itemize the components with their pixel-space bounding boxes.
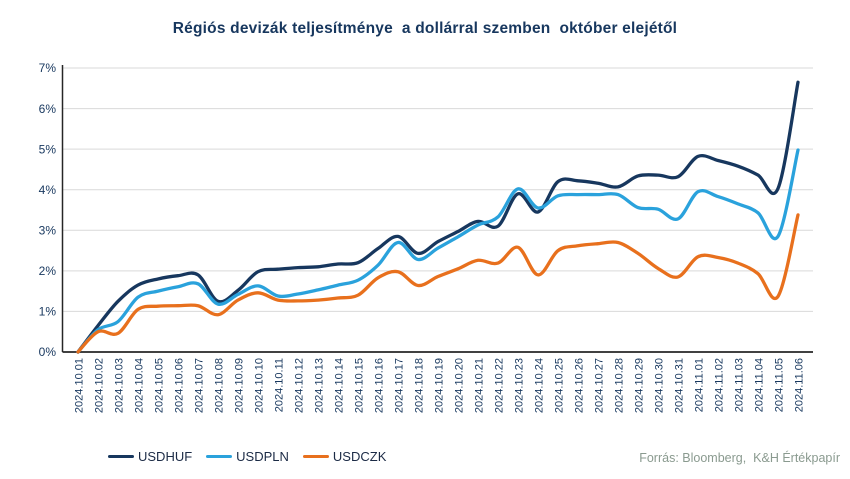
svg-text:1%: 1% [39, 305, 57, 319]
svg-text:2024.10.27: 2024.10.27 [594, 358, 606, 413]
svg-text:2024.11.06: 2024.11.06 [794, 358, 806, 412]
svg-text:2024.11.05: 2024.11.05 [774, 358, 786, 412]
svg-text:5%: 5% [39, 142, 57, 156]
svg-text:2024.10.11: 2024.10.11 [274, 358, 286, 412]
legend-label-usdhuf: USDHUF [138, 449, 193, 464]
svg-text:0%: 0% [39, 345, 57, 359]
svg-text:2024.10.24: 2024.10.24 [534, 358, 546, 413]
svg-text:2024.10.23: 2024.10.23 [514, 358, 526, 413]
svg-text:2024.10.18: 2024.10.18 [414, 358, 426, 413]
legend-line-swatch-usdpln [206, 454, 233, 459]
svg-text:4%: 4% [39, 183, 57, 197]
svg-text:2024.10.20: 2024.10.20 [454, 358, 466, 413]
svg-text:2024.10.14: 2024.10.14 [334, 358, 346, 413]
svg-text:2024.10.17: 2024.10.17 [394, 358, 406, 413]
svg-text:2024.10.30: 2024.10.30 [654, 358, 666, 413]
svg-text:2024.10.31: 2024.10.31 [674, 358, 686, 413]
svg-text:2024.10.10: 2024.10.10 [254, 358, 266, 413]
svg-text:2024.10.13: 2024.10.13 [314, 358, 326, 413]
legend-item-usdpln: USDPLN [206, 449, 289, 464]
svg-text:2024.10.08: 2024.10.08 [214, 358, 226, 413]
svg-text:6%: 6% [39, 102, 57, 116]
svg-text:2024.10.29: 2024.10.29 [634, 358, 646, 413]
legend-item-usdhuf: USDHUF [108, 449, 192, 464]
source-caption: Forrás: Bloomberg, K&H Értékpapír [639, 451, 840, 465]
svg-text:2%: 2% [39, 264, 57, 278]
svg-text:2024.11.01: 2024.11.01 [694, 358, 706, 412]
legend-label-usdpln: USDPLN [236, 449, 289, 464]
svg-text:2024.10.15: 2024.10.15 [354, 358, 366, 413]
legend-item-usdczk: USDCZK [302, 449, 387, 464]
svg-text:3%: 3% [39, 223, 57, 237]
svg-text:2024.10.06: 2024.10.06 [174, 358, 186, 413]
legend-line-swatch-usdczk [302, 454, 329, 459]
legend-label-usdczk: USDCZK [332, 449, 387, 464]
svg-text:7%: 7% [39, 61, 57, 75]
svg-text:2024.10.25: 2024.10.25 [554, 358, 566, 413]
svg-text:2024.11.02: 2024.11.02 [714, 358, 726, 412]
svg-text:2024.10.03: 2024.10.03 [114, 358, 126, 413]
svg-text:2024.10.09: 2024.10.09 [234, 358, 246, 413]
svg-text:2024.10.12: 2024.10.12 [294, 358, 306, 413]
svg-text:2024.10.21: 2024.10.21 [474, 358, 486, 413]
svg-text:2024.10.16: 2024.10.16 [374, 358, 386, 413]
svg-text:2024.10.19: 2024.10.19 [434, 358, 446, 413]
svg-text:2024.10.22: 2024.10.22 [494, 358, 506, 413]
svg-text:2024.10.01: 2024.10.01 [74, 358, 86, 413]
svg-text:2024.10.02: 2024.10.02 [94, 358, 106, 413]
svg-text:2024.10.28: 2024.10.28 [614, 358, 626, 413]
chart-legend: USDHUF USDPLN USDCZK [108, 449, 386, 464]
chart-title: Régiós devizák teljesítménye a dollárral… [172, 20, 678, 37]
svg-text:2024.10.04: 2024.10.04 [134, 358, 146, 413]
svg-text:2024.11.04: 2024.11.04 [754, 358, 766, 412]
legend-line-swatch-usdhuf [108, 454, 134, 459]
line-chart: 0% 1% 2% 3% 4% 5% 6% 7% 2024.10.01 2024.10.02 2024… [39, 61, 813, 413]
svg-text:2024.10.26: 2024.10.26 [574, 358, 586, 413]
svg-text:2024.11.03: 2024.11.03 [734, 358, 746, 412]
svg-text:2024.10.05: 2024.10.05 [154, 358, 166, 413]
svg-text:2024.10.07: 2024.10.07 [194, 358, 206, 413]
